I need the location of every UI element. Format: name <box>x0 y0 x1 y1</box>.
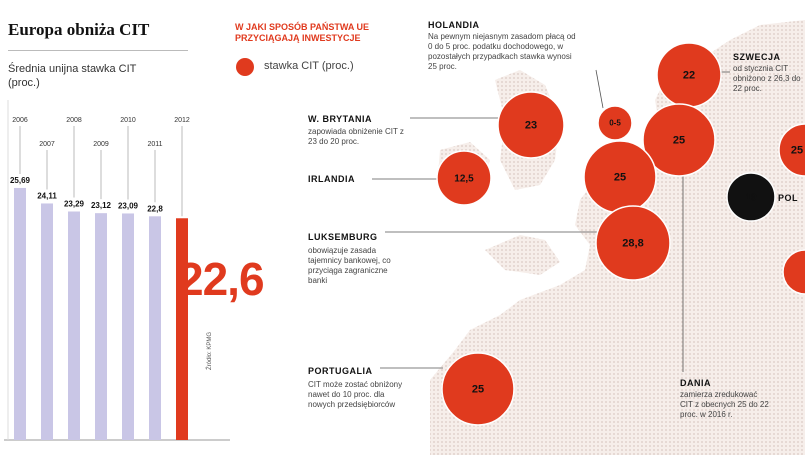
tick-label-2012: 2012 <box>174 117 190 124</box>
title-divider <box>8 50 188 51</box>
bubble-label-dania: 25 <box>673 135 685 147</box>
country-name-polska: POL <box>778 193 799 203</box>
bar-2008 <box>68 211 80 440</box>
country-desc-szwecja: od stycznia CIT obniżono z 26,3 do 22 pr… <box>733 64 801 93</box>
bar-chart: 2006 25,69 2007 24,11 2008 23,29 2009 23,12 2010… <box>4 100 230 441</box>
leader-lines <box>372 69 730 372</box>
bubble-partial <box>782 249 805 295</box>
bubble-label-szwecja: 22 <box>683 70 695 82</box>
country-desc-portugalia: CIT może zostać obniżony nawet do 10 pro… <box>308 380 403 409</box>
bubble-label-portugalia: 25 <box>472 384 484 396</box>
tick-label-2009: 2009 <box>93 141 109 148</box>
country-name-szwecja: SZWECJA <box>733 52 781 62</box>
tick-label-2007: 2007 <box>39 141 55 148</box>
bubble-irlandia <box>436 150 492 206</box>
bubble-label-holandia: 0-5 <box>609 119 621 128</box>
tick-label-2011: 2011 <box>147 141 162 148</box>
country-name-luksemburg: LUKSEMBURG <box>308 232 378 242</box>
country-name-dania: DANIA <box>680 378 711 388</box>
country-desc-dania: zamierza zredukować CIT z obecnych 25 do… <box>680 390 769 419</box>
country-name-irlandia: IRLANDIA <box>308 174 355 184</box>
data-label-2009: 23,12 <box>91 201 112 210</box>
tick-label-2006: 2006 <box>12 117 28 124</box>
bubble-luksemburg <box>595 205 671 281</box>
bubble-label-luksemburg: 28,8 <box>622 238 643 250</box>
legend-label: stawka CIT (proc.) <box>264 60 354 72</box>
bubble-wbrytania <box>497 91 565 159</box>
bar-2012 <box>176 218 188 440</box>
country-desc-luksemburg: obowiązuje zasada tajemnicy bankowej, co… <box>308 246 391 285</box>
country-desc-holandia: Na pewnym niejasnym zasadom płacą od 0 d… <box>428 32 576 71</box>
bar-2009 <box>95 213 107 440</box>
bar-2010 <box>122 213 134 440</box>
bubble-label-irlandia: 12,5 <box>454 173 474 184</box>
rate-bubbles: 22 25 25 0-5 23 12,5 28,8 25 25 19 <box>436 42 805 426</box>
bubble-label-wbrytania: 23 <box>525 120 537 132</box>
country-name-wbrytania: W. BRYTANIA <box>308 114 372 124</box>
map-headline: W JAKI SPOSÓB PAŃSTWA UE PRZYCIĄGAJĄ INW… <box>235 22 370 43</box>
chart-subtitle: Średnia unijna stawka CIT (proc.) <box>8 63 137 89</box>
data-label-2010: 23,09 <box>118 201 139 210</box>
chart-title: Europa obniża CIT <box>8 20 150 39</box>
bubble-dania <box>642 103 716 177</box>
bar-2006 <box>14 187 26 440</box>
bubble-label-niemcy: 25 <box>791 145 803 157</box>
leader-line <box>595 69 604 109</box>
country-name-holandia: HOLANDIA <box>428 20 480 30</box>
bar-2011 <box>149 216 161 440</box>
data-label-2006: 25,69 <box>10 176 31 185</box>
bubble-holandia <box>597 105 633 141</box>
tick-label-2008: 2008 <box>66 117 82 124</box>
tick-label-2010: 2010 <box>120 117 136 124</box>
data-label-2008: 23,29 <box>64 199 85 208</box>
country-name-portugalia: PORTUGALIA <box>308 366 373 376</box>
bubble-niemcy <box>778 123 805 177</box>
bar-2007 <box>41 203 53 440</box>
bubble-label-polska: 19 <box>745 192 757 203</box>
data-label-2007: 24,11 <box>37 191 57 200</box>
current-rate-value: 22,6 <box>178 253 265 305</box>
bubble-portugalia <box>441 352 515 426</box>
country-desc-wbrytania: zapowiada obniżenie CIT z 23 do 20 proc. <box>308 127 404 146</box>
data-label-2011: 22,8 <box>147 204 163 213</box>
legend-swatch <box>236 58 254 76</box>
bubble-polska <box>726 172 776 222</box>
bubble-label-belgia: 25 <box>614 172 626 184</box>
